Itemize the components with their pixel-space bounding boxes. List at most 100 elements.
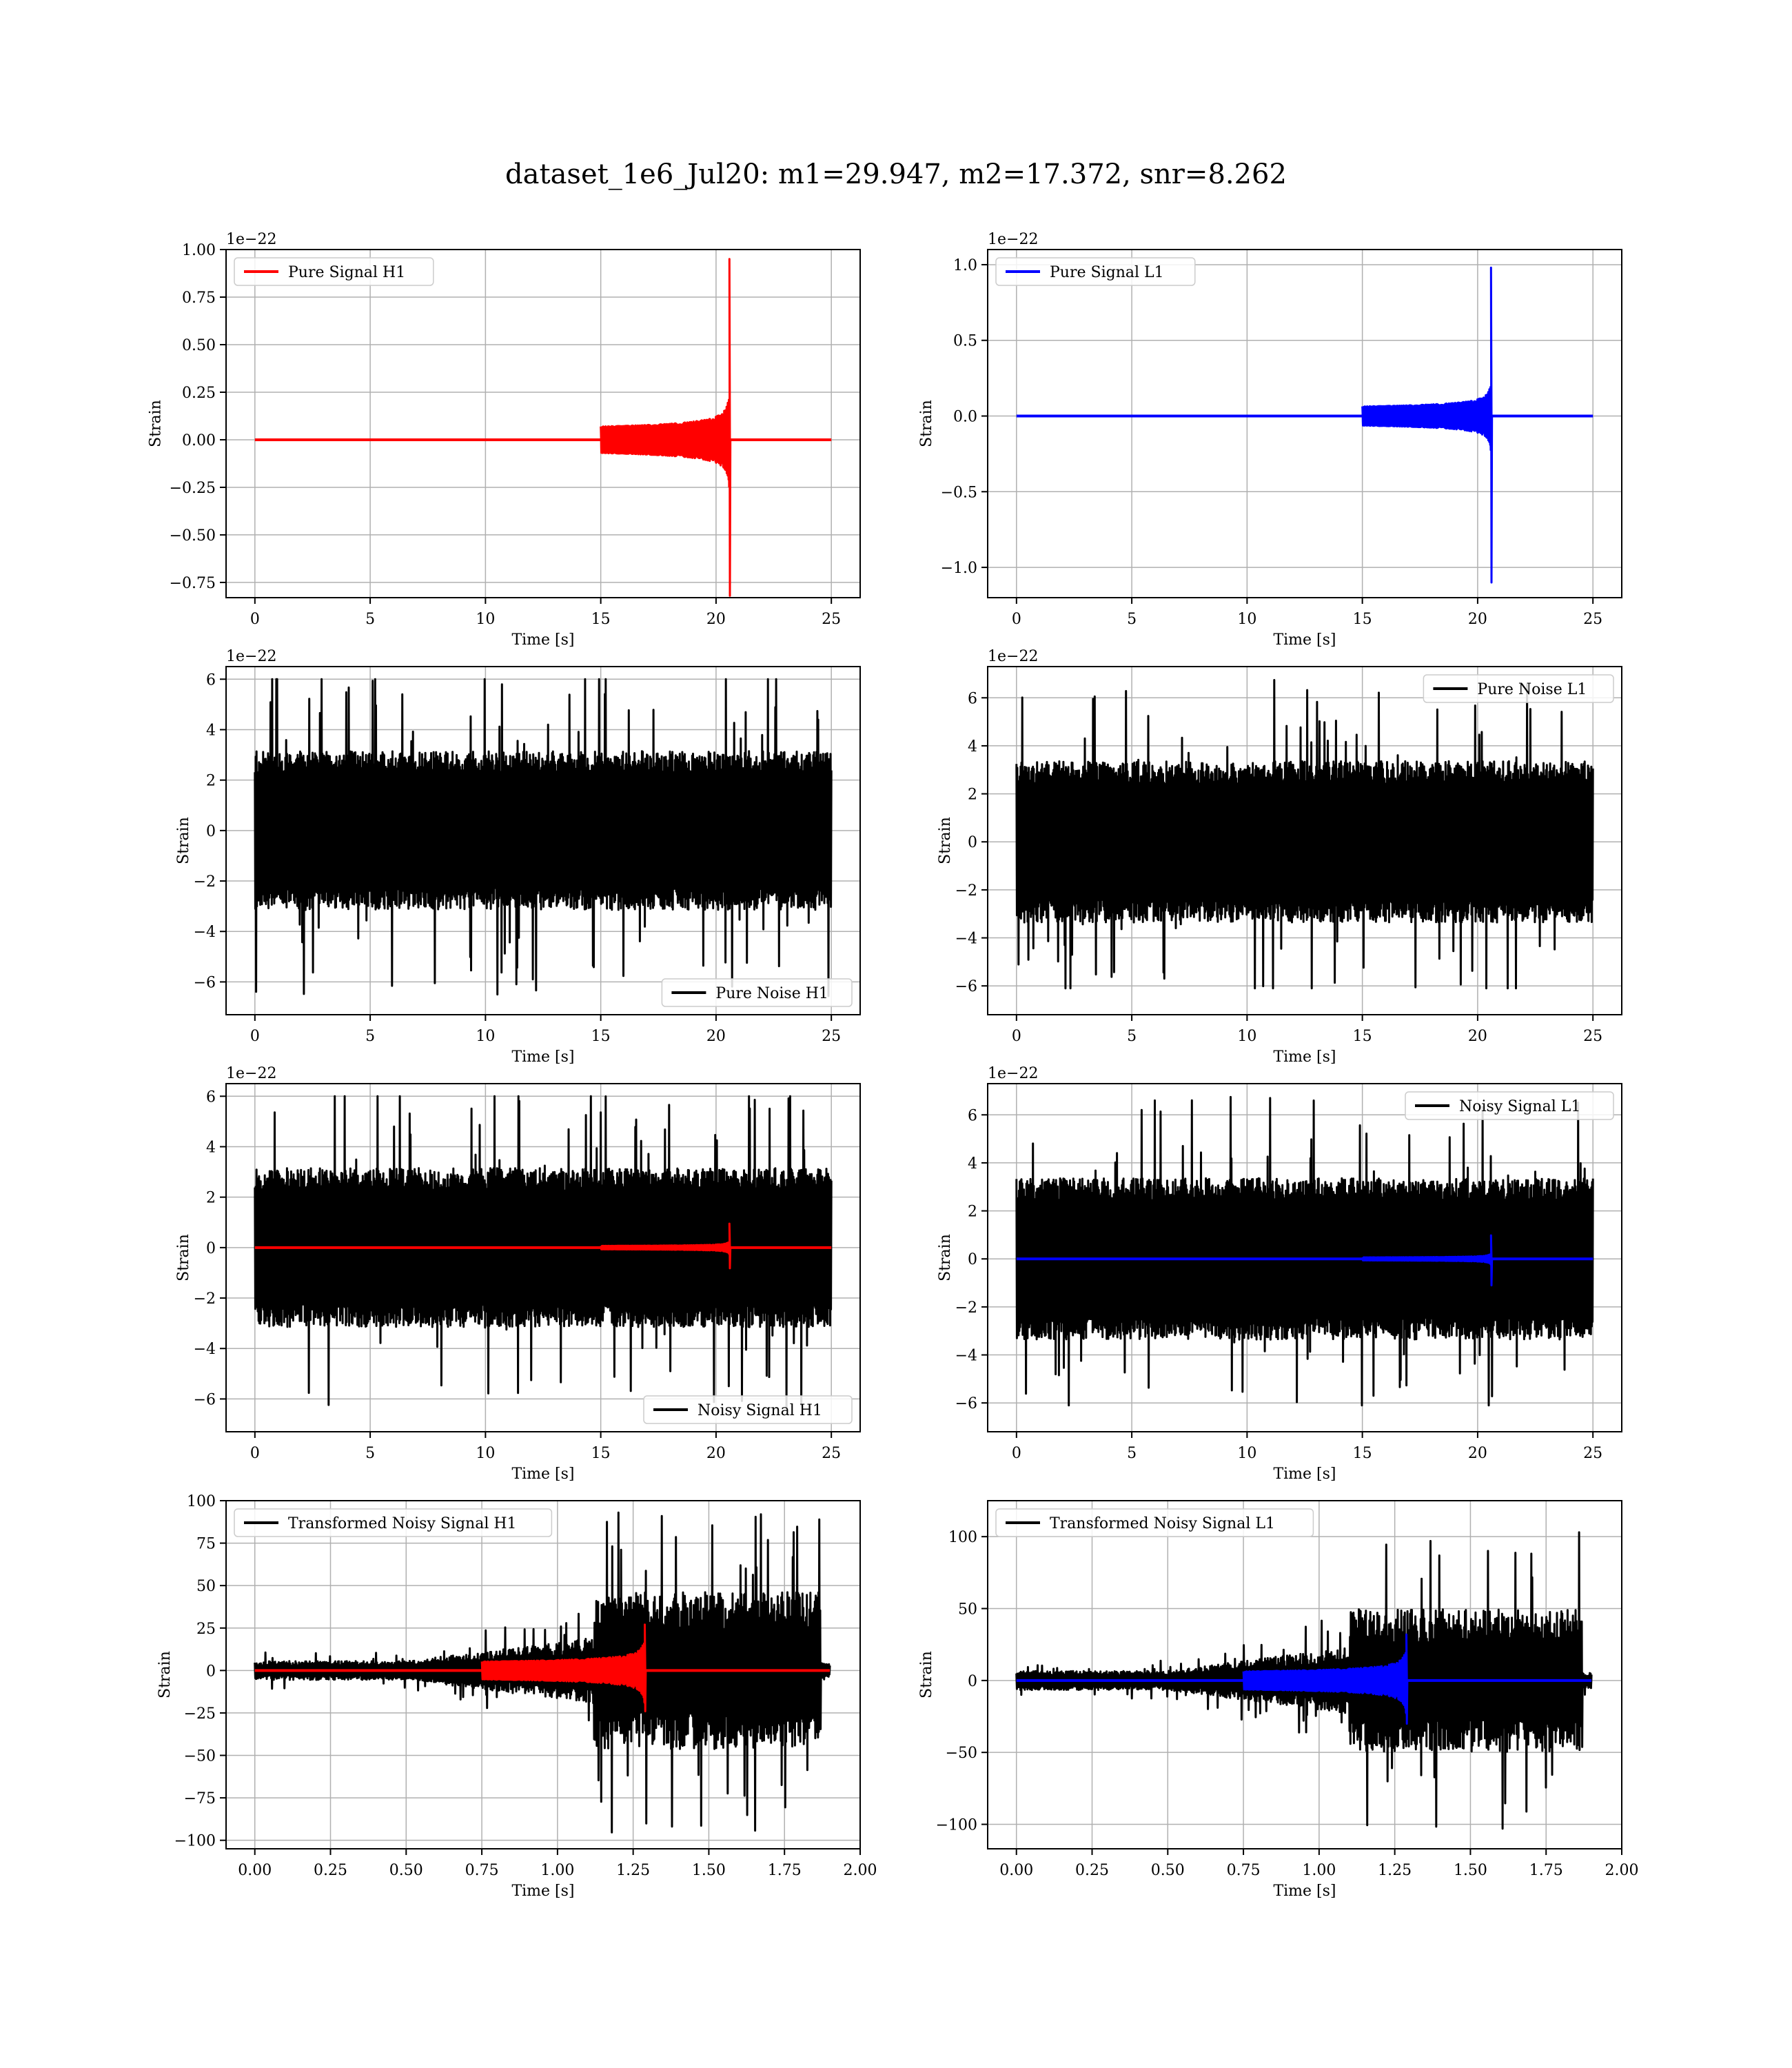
y-tick-label: 2 — [206, 773, 216, 790]
y-tick-label: 0 — [968, 834, 977, 851]
subplot-6: 0 5 10 15 20 25 −6 −4 −2 0 2 4 6 Time [s] Strain 1e−22 N… — [937, 1065, 1622, 1483]
legend-label: Pure Noise H1 — [715, 985, 828, 1002]
y-tick-label: 0.25 — [182, 385, 216, 402]
x-axis-label: Time [s] — [511, 631, 574, 649]
y-offset-text: 1e−22 — [226, 1065, 276, 1082]
x-tick-label: 10 — [476, 1028, 495, 1045]
legend: Pure Noise H1 — [661, 978, 853, 1007]
x-tick-label: 1.00 — [1302, 1862, 1336, 1879]
x-tick-label: 25 — [1583, 1445, 1602, 1462]
legend-label: Transformed Noisy Signal H1 — [288, 1515, 517, 1532]
y-tick-label: 2 — [968, 787, 977, 804]
x-axis-label: Time [s] — [511, 1883, 574, 1900]
x-tick-label: 20 — [706, 611, 726, 628]
plot-area — [254, 678, 833, 997]
x-tick-label: 10 — [476, 1445, 495, 1462]
x-tick-label: 25 — [822, 1028, 841, 1045]
y-tick-label: 4 — [968, 738, 977, 756]
y-tick-label: 1.0 — [953, 257, 977, 274]
plot-area — [1015, 1531, 1593, 1830]
series-8-1-chirp — [1242, 1633, 1409, 1725]
legend-box — [234, 257, 434, 286]
legend-box — [995, 257, 1196, 286]
x-tick-label: 20 — [1468, 1445, 1487, 1462]
axes-frame — [225, 1083, 861, 1432]
y-tick-label: −0.25 — [170, 480, 216, 497]
y-tick-label: 2 — [206, 1190, 216, 1207]
legend-label: Noisy Signal H1 — [698, 1402, 822, 1419]
y-tick-label: 0 — [206, 1240, 216, 1257]
y-offset-text: 1e−22 — [988, 231, 1038, 248]
y-tick-label: −50 — [946, 1745, 977, 1762]
x-tick-label: 5 — [365, 1028, 375, 1045]
y-tick-label: 25 — [196, 1621, 216, 1638]
x-tick-label: 0.00 — [238, 1862, 272, 1879]
series-pure-noise-l1 — [1015, 679, 1594, 990]
x-tick-label: 10 — [1237, 1028, 1256, 1045]
x-tick-label: 5 — [1127, 1445, 1137, 1462]
y-tick-label: −6 — [955, 1395, 977, 1412]
legend-box — [1423, 674, 1614, 703]
y-axis-label: Strain — [175, 1234, 192, 1281]
y-axis-label: Strain — [147, 400, 165, 447]
y-tick-label: 0 — [968, 1251, 977, 1268]
x-axis-label: Time [s] — [511, 1466, 574, 1483]
legend-label: Transformed Noisy Signal L1 — [1050, 1515, 1275, 1532]
y-tick-label: −4 — [955, 931, 977, 948]
x-tick-label: 1.50 — [1454, 1862, 1487, 1879]
x-tick-label: 0.25 — [1075, 1862, 1109, 1879]
subplot-8: 0.00 0.25 0.50 0.75 1.00 1.25 1.50 1.75 2.00 −100… — [918, 1500, 1638, 1900]
x-tick-label: 10 — [1237, 611, 1256, 628]
series-pure-signal-h1-chirp — [600, 258, 732, 597]
legend: Pure Noise L1 — [1423, 674, 1614, 703]
legend-label: Pure Noise L1 — [1477, 681, 1587, 698]
x-axis-label: Time [s] — [1273, 1883, 1336, 1900]
series-noisy-signal-l1 — [1015, 1095, 1594, 1407]
y-axis-label: Strain — [175, 817, 192, 864]
x-tick-label: 1.00 — [540, 1862, 574, 1879]
x-tick-label: 0 — [1012, 1028, 1021, 1045]
x-tick-label: 15 — [1353, 1028, 1372, 1045]
axes-frame — [225, 1500, 861, 1849]
x-tick-label: 0 — [250, 1445, 260, 1462]
y-tick-label: −2 — [955, 882, 977, 900]
y-tick-label: 50 — [958, 1601, 977, 1619]
y-tick-label: −4 — [194, 1341, 216, 1358]
x-tick-label: 10 — [1237, 1445, 1256, 1462]
x-tick-label: 20 — [706, 1445, 726, 1462]
x-tick-label: 0.75 — [1227, 1862, 1261, 1879]
y-tick-label: −0.75 — [170, 575, 216, 592]
x-tick-label: 1.25 — [1378, 1862, 1412, 1879]
x-tick-label: 15 — [591, 1028, 611, 1045]
x-tick-label: 20 — [706, 1028, 726, 1045]
y-tick-label: −100 — [174, 1833, 216, 1850]
x-axis-label: Time [s] — [1273, 1466, 1336, 1483]
x-tick-label: 0.00 — [999, 1862, 1033, 1879]
y-tick-label: −50 — [184, 1748, 216, 1765]
y-tick-label: 4 — [968, 1155, 977, 1173]
y-tick-label: 6 — [206, 671, 216, 689]
x-tick-label: 5 — [1127, 611, 1137, 628]
y-tick-label: 100 — [948, 1529, 977, 1546]
series-pure-signal-l1-chirp — [1361, 266, 1494, 584]
y-tick-label: −4 — [194, 924, 216, 941]
y-tick-label: 1.00 — [182, 242, 216, 259]
subplot-7: 0.00 0.25 0.50 0.75 1.00 1.25 1.50 1.75 2.00 −100… — [156, 1493, 877, 1900]
y-axis-label: Strain — [918, 1651, 935, 1699]
y-tick-label: 100 — [187, 1493, 216, 1510]
x-tick-label: 0 — [1012, 611, 1021, 628]
y-tick-label: 0 — [968, 1673, 977, 1690]
x-axis-label: Time [s] — [1273, 1048, 1336, 1066]
x-tick-label: 25 — [822, 1445, 841, 1462]
plot-area — [1015, 679, 1594, 990]
subplot-3: 0 5 10 15 20 25 −6 −4 −2 0 2 4 6 Time [s] Strain 1e−22 P… — [175, 648, 861, 1066]
plot-area — [254, 1095, 833, 1410]
x-tick-label: 0.50 — [389, 1862, 423, 1879]
y-offset-text: 1e−22 — [988, 648, 1038, 665]
series-6-1-chirp — [1361, 1234, 1494, 1287]
legend: Transformed Noisy Signal L1 — [995, 1508, 1314, 1537]
series-transformed-noisy-signal-l1 — [1015, 1531, 1593, 1830]
legend: Noisy Signal H1 — [643, 1395, 853, 1424]
y-tick-label: −6 — [194, 1391, 216, 1408]
subplot-5: 0 5 10 15 20 25 −6 −4 −2 0 2 4 6 Time [s] Strain 1e−22 N… — [175, 1065, 861, 1483]
